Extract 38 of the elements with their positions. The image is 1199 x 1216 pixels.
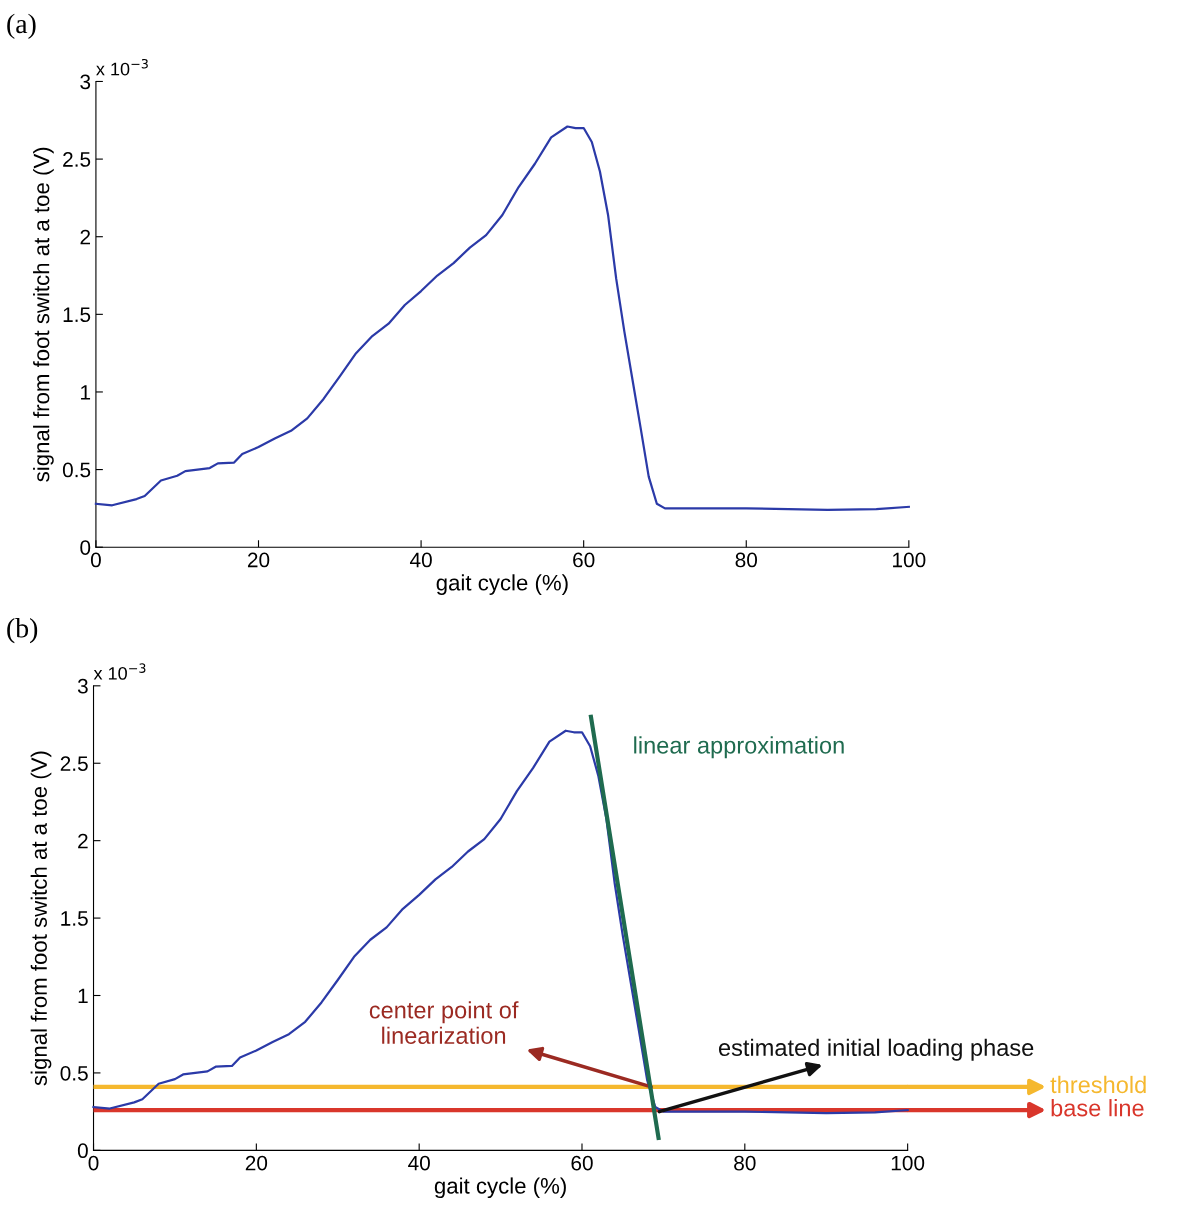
y-tick-label: 2.5: [60, 756, 88, 771]
annotation: estimated initial loading phase: [718, 1038, 1034, 1061]
x-tick-label: 100: [891, 1155, 925, 1171]
x-axis-title: gait cycle (%): [434, 1177, 566, 1199]
y-tick-label: 2: [80, 229, 91, 245]
y-tick-label: 1: [78, 988, 88, 1004]
annotation: center point of linearization: [369, 1001, 519, 1044]
y-tick-label: 2.5: [63, 152, 91, 167]
y-tick-label: 0: [77, 1143, 88, 1159]
x-tick-label: 20: [245, 1155, 268, 1171]
y-axis-title: signal from foot switch at a toe (V): [33, 147, 54, 482]
y-tick-label: 2: [78, 833, 88, 849]
y-tick-label: 1.5: [63, 307, 91, 323]
y-tick-label: 1: [81, 385, 91, 400]
text: x 10$^{−3}$: [96, 58, 148, 76]
series-label: linear approximation: [634, 736, 844, 759]
x-tick-label: 60: [573, 552, 595, 568]
text: x 10$^{−3}$: [93, 663, 146, 680]
x-tick-label: 20: [247, 552, 270, 568]
x-tick-label: 80: [735, 552, 758, 568]
x-tick-label: 40: [409, 552, 432, 568]
y-axis-title: signal from foot switch at a toe (V): [30, 751, 52, 1086]
y-tick-label: 0.5: [62, 462, 91, 478]
ref-line-label: threshold: [1050, 1075, 1146, 1094]
y-tick-label: 0: [80, 540, 91, 555]
x-tick-label: 0: [90, 552, 101, 568]
x-tick-label: 100: [893, 552, 926, 568]
y-tick-label: 3: [80, 74, 91, 90]
chart-title: (a): [7, 13, 36, 39]
ref-line-label: base line: [1051, 1099, 1144, 1117]
y-tick-label: 3: [77, 678, 88, 694]
y-tick-label: 0.5: [60, 1065, 88, 1081]
chart-title: (b): [7, 618, 38, 644]
x-tick-label: 60: [571, 1155, 593, 1171]
y-tick-label: 1.5: [61, 911, 88, 926]
x-tick-label: 80: [734, 1155, 756, 1171]
x-axis-title: gait cycle (%): [436, 574, 568, 595]
x-tick-label: 40: [408, 1155, 430, 1171]
